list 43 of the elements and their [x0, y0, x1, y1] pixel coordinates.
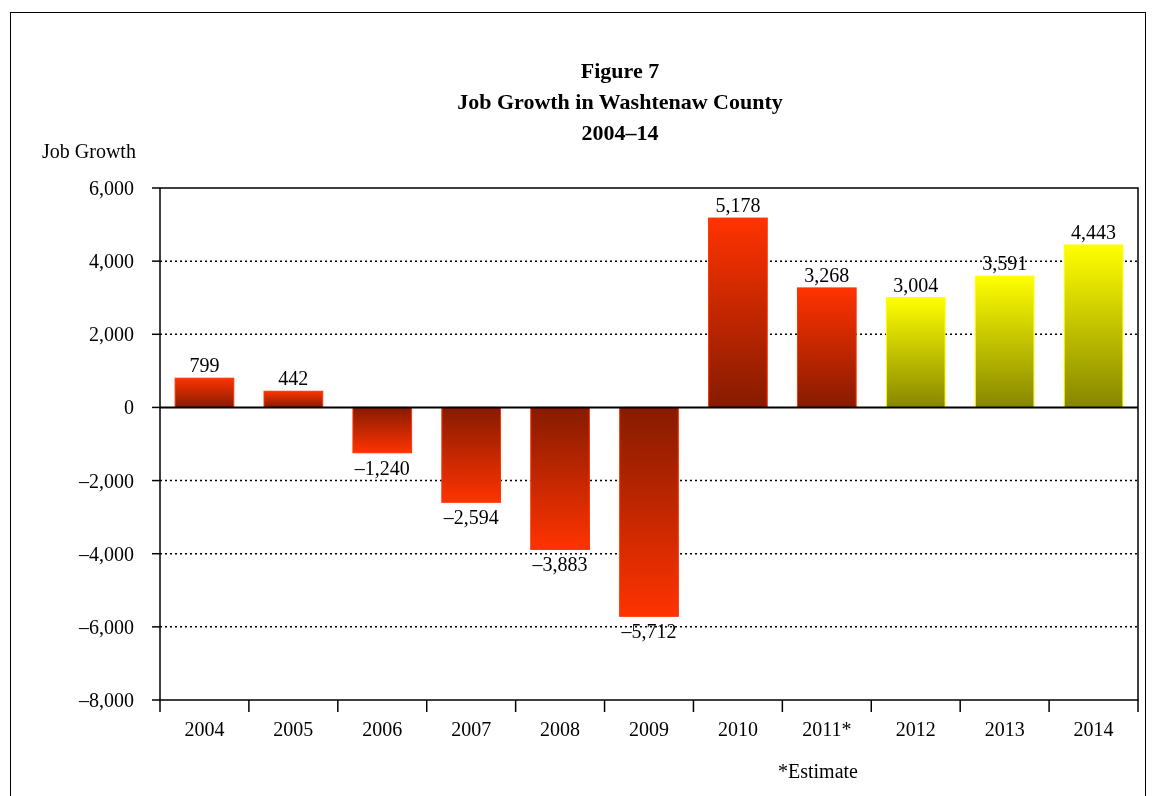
data-label: 5,178 [715, 194, 761, 217]
bar [796, 287, 857, 408]
x-tick-label: 2014 [1073, 718, 1114, 740]
data-label: 3,004 [893, 273, 939, 296]
x-tick-label: 2012 [895, 718, 936, 740]
data-label: 3,268 [804, 263, 850, 286]
y-tick-label: 2,000 [89, 323, 134, 346]
x-tick-label: 2006 [362, 718, 403, 740]
bar [974, 275, 1035, 408]
x-tick-label: 2007 [451, 718, 492, 740]
text: *Estimate [778, 760, 859, 782]
y-tick-label: –8,000 [78, 689, 134, 711]
bar [619, 406, 679, 617]
x-tick-label: 2004 [184, 718, 225, 740]
data-label: –1,240 [353, 456, 410, 479]
data-label: 442 [278, 367, 309, 390]
data-label: –3,883 [531, 553, 588, 576]
data-label: –5,712 [620, 620, 677, 643]
y-axis-title: Job Growth [42, 140, 136, 162]
x-tick-label: 2010 [717, 718, 758, 740]
bar [352, 406, 413, 454]
x-tick-label: 2011* [802, 718, 852, 740]
y-tick-label: 4,000 [89, 250, 134, 273]
data-label: 3,591 [982, 252, 1028, 275]
data-label: 4,443 [1071, 220, 1117, 243]
x-tick-label: 2008 [540, 718, 581, 740]
bar [530, 406, 590, 550]
x-tick-label: 2005 [273, 718, 314, 740]
bar [174, 377, 235, 408]
data-label: 799 [189, 354, 220, 377]
y-tick-label: 0 [124, 396, 134, 419]
y-tick-label: 6,000 [89, 177, 134, 199]
data-label: –2,594 [442, 506, 499, 529]
y-tick-label: –2,000 [78, 469, 134, 492]
bar [441, 406, 502, 503]
bar [885, 297, 946, 408]
x-tick-label: 2009 [629, 718, 669, 740]
x-tick-label: 2013 [984, 718, 1025, 740]
y-tick-label: –6,000 [78, 615, 134, 638]
bar [708, 217, 768, 408]
y-tick-label: –4,000 [78, 542, 134, 565]
chart-title: Figure 7 Job Growth in Washtenaw County 2004–14 [457, 58, 783, 145]
bar [1063, 244, 1124, 408]
